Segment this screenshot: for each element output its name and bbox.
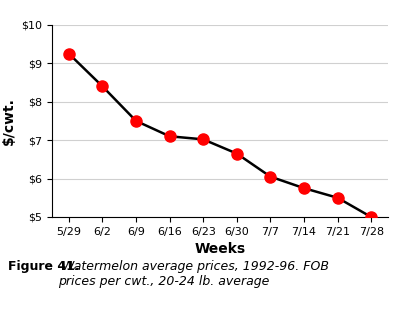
X-axis label: Weeks: Weeks [194,242,246,256]
Text: Watermelon average prices, 1992-96. FOB
prices per cwt., 20-24 lb. average: Watermelon average prices, 1992-96. FOB … [58,260,329,288]
Y-axis label: $/cwt.: $/cwt. [2,97,16,145]
Text: Figure 41.: Figure 41. [8,260,80,273]
